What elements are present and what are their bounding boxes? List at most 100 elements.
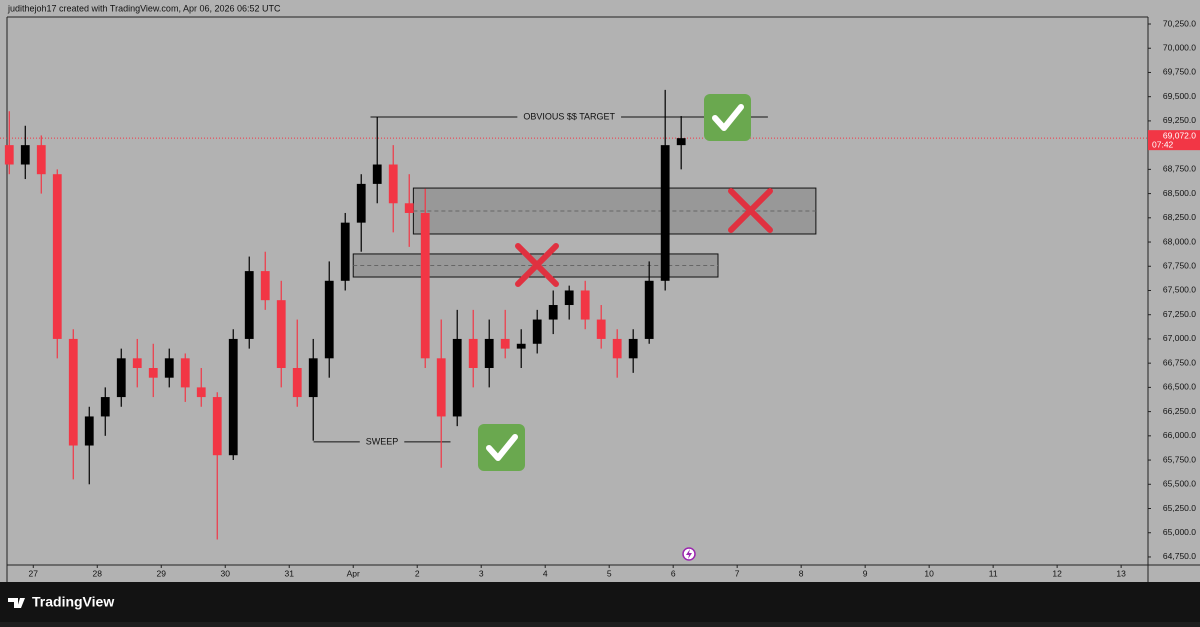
level-label: OBVIOUS $$ TARGET	[523, 111, 615, 121]
candle-body	[436, 358, 446, 417]
candle-body	[212, 397, 222, 456]
footer-bar	[0, 582, 1200, 622]
candle-body	[260, 271, 270, 301]
y-tick-label: 64,750.0	[1163, 551, 1196, 561]
candle-body	[292, 368, 302, 398]
last-price-tag	[1148, 130, 1200, 151]
check-mark	[712, 104, 744, 131]
x-tick-label: 3	[479, 568, 484, 578]
candle-body	[500, 338, 510, 349]
candle-body	[100, 397, 110, 417]
candle-body	[372, 164, 382, 184]
candle-body	[356, 183, 366, 223]
y-tick-label: 70,000.0	[1163, 42, 1196, 52]
y-tick-label: 68,750.0	[1163, 164, 1196, 174]
cross-mark	[728, 188, 773, 233]
candle-body	[164, 358, 174, 378]
check-mark	[486, 434, 518, 461]
x-tick-label: 27	[29, 568, 39, 578]
check-box	[704, 94, 751, 141]
candle-body	[644, 280, 654, 339]
last-price-label: 69,072.0	[1163, 130, 1196, 140]
candle-body	[36, 145, 46, 175]
candle-body	[276, 300, 286, 369]
x-tick-label: 30	[221, 568, 231, 578]
candle-body	[564, 290, 574, 306]
candle-body	[84, 416, 94, 446]
y-tick-label: 68,250.0	[1163, 212, 1196, 222]
candle-body	[20, 145, 30, 165]
candle-body	[196, 387, 206, 398]
candle-body	[468, 338, 478, 369]
x-tick-label: 12	[1052, 568, 1062, 578]
x-tick-label: 11	[989, 568, 998, 578]
logo-icon	[8, 598, 25, 608]
cross-icon	[728, 188, 773, 233]
x-tick-label: 13	[1116, 568, 1126, 578]
candle-body	[340, 222, 350, 281]
logo-text: TradingView	[32, 594, 114, 610]
x-tick-label: 6	[671, 568, 676, 578]
x-tick-label: 7	[735, 568, 740, 578]
zone	[412, 187, 817, 235]
check-icon	[704, 94, 751, 141]
x-tick-label: 4	[543, 568, 548, 578]
header-text: judithejoh17 created with TradingView.co…	[7, 3, 281, 13]
footer-logo: TradingView	[8, 594, 114, 610]
y-tick-label: 66,250.0	[1163, 406, 1196, 416]
x-tick-label: 8	[799, 568, 804, 578]
candle-body	[580, 290, 590, 320]
x-tick-label: 9	[863, 568, 868, 578]
x-tick-label: 31	[285, 568, 295, 578]
candle-body	[660, 145, 670, 281]
level-label: SWEEP	[366, 436, 399, 446]
candle-body	[308, 358, 318, 398]
candle-body	[324, 280, 334, 359]
y-tick-label: 65,500.0	[1163, 479, 1196, 489]
x-tick-label: 2	[415, 568, 420, 578]
candle-body	[676, 138, 686, 146]
x-tick-label: Apr	[347, 568, 360, 578]
y-tick-label: 69,250.0	[1163, 115, 1196, 125]
candle-body	[548, 305, 558, 320]
candle-body	[116, 358, 126, 398]
y-tick-label: 69,500.0	[1163, 91, 1196, 101]
y-tick-label: 67,000.0	[1163, 333, 1196, 343]
candle-body	[420, 212, 430, 359]
candle-body	[404, 203, 414, 213]
cross-icon	[515, 243, 559, 287]
y-tick-label: 68,500.0	[1163, 188, 1196, 198]
candle-body	[612, 338, 622, 359]
y-tick-label: 65,250.0	[1163, 503, 1196, 513]
y-tick-label: 65,000.0	[1163, 527, 1196, 537]
y-tick-label: 66,000.0	[1163, 430, 1196, 440]
y-tick-label: 69,750.0	[1163, 67, 1196, 77]
cross-mark	[515, 243, 559, 287]
check-icon	[478, 424, 525, 471]
y-tick-label: 67,750.0	[1163, 261, 1196, 271]
candle-body	[228, 338, 238, 456]
candle-body	[388, 164, 398, 204]
x-tick-label: 28	[93, 568, 103, 578]
y-tick-label: 67,500.0	[1163, 285, 1196, 295]
candle-body	[4, 145, 14, 165]
candle-body	[244, 271, 254, 339]
candle-body	[52, 174, 62, 339]
chart-background	[0, 0, 1200, 582]
candle-body	[452, 338, 462, 417]
candle-body	[68, 338, 78, 446]
y-tick-label: 67,250.0	[1163, 309, 1196, 319]
candle-body	[516, 343, 526, 349]
candle-body	[532, 319, 542, 344]
candle-body	[180, 358, 190, 388]
candle-body	[596, 319, 606, 339]
x-tick-label: 5	[607, 568, 612, 578]
check-box	[478, 424, 525, 471]
x-tick-label: 29	[157, 568, 167, 578]
candle-body	[628, 338, 638, 359]
y-tick-label: 65,750.0	[1163, 454, 1196, 464]
candle-body	[484, 338, 494, 369]
candle-body	[148, 368, 158, 378]
y-tick-label: 70,250.0	[1163, 18, 1196, 28]
